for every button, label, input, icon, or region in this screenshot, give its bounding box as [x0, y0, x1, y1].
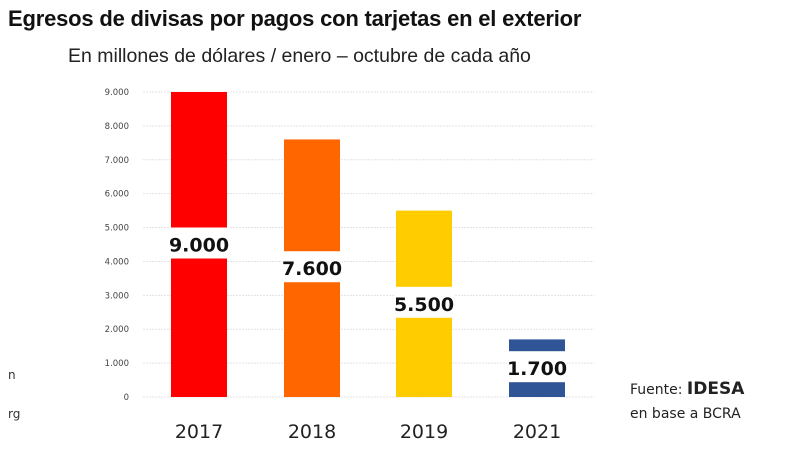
data-label: 1.700 — [507, 358, 567, 380]
y-tick-label: 4.000 — [105, 257, 129, 267]
chart-subtitle: En millones de dólares / enero – octubre… — [68, 45, 531, 67]
cropped-text-fragment: rg — [8, 407, 21, 421]
x-tick-label: 2019 — [400, 421, 448, 443]
y-tick-label: 5.000 — [105, 224, 129, 234]
x-tick-label: 2018 — [288, 421, 336, 443]
cropped-text-fragment: n — [8, 368, 16, 382]
y-tick-label: 8.000 — [105, 122, 129, 132]
y-tick-label: 7.000 — [105, 156, 129, 166]
data-label: 9.000 — [169, 235, 229, 257]
source-prefix: Fuente: — [630, 382, 687, 398]
data-label-background — [507, 351, 567, 383]
source-line2: en base a BCRA — [630, 406, 741, 422]
y-tick-label: 0 — [124, 393, 129, 403]
data-label-background — [282, 251, 342, 283]
data-label-background — [394, 286, 454, 318]
y-tick-label: 9.000 — [105, 88, 129, 98]
data-label: 5.500 — [394, 294, 454, 316]
chart-title: Egresos de divisas por pagos con tarjeta… — [8, 6, 582, 31]
source-org: IDESA — [686, 379, 745, 399]
data-label-background — [169, 227, 229, 259]
x-tick-label: 2017 — [175, 421, 223, 443]
data-label: 7.600 — [282, 258, 342, 280]
y-tick-label: 6.000 — [105, 190, 129, 200]
x-tick-label: 2021 — [513, 421, 561, 443]
y-tick-label: 3.000 — [105, 291, 129, 301]
y-tick-label: 1.000 — [105, 359, 129, 369]
source-note: Fuente: IDESA en base a BCRA — [630, 377, 744, 426]
y-tick-label: 2.000 — [105, 325, 129, 335]
